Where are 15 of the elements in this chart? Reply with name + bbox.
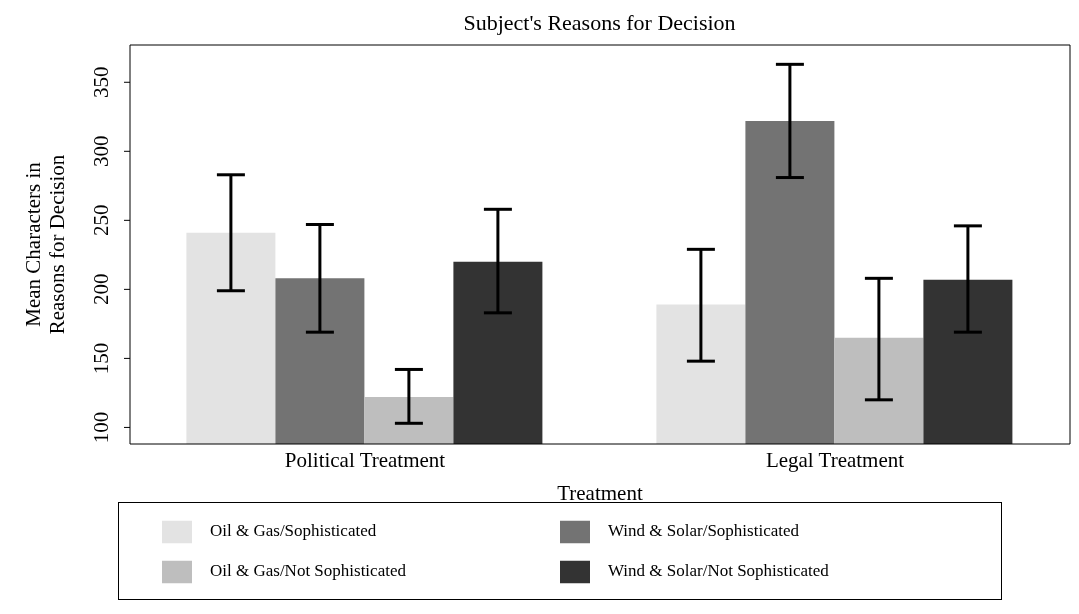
y-tick-label: 250 bbox=[89, 204, 113, 237]
legend-label: Oil & Gas/Sophisticated bbox=[209, 520, 378, 542]
y-tick-label: 350 bbox=[89, 66, 113, 99]
legend-label: Wind & Solar/Not Sophisticated bbox=[607, 560, 830, 582]
y-tick-label: 100 bbox=[89, 411, 113, 444]
y-tick-label: 300 bbox=[89, 135, 113, 168]
x-tick-label: Legal Treatment bbox=[765, 447, 905, 472]
legend-label: Oil & Gas/Not Sophisticated bbox=[209, 560, 407, 582]
y-axis-title: Mean Characters in Reasons for Decision bbox=[21, 154, 69, 335]
legend-label: Wind & Solar/Sophisticated bbox=[607, 520, 801, 542]
chart-title: Subject's Reasons for Decision bbox=[462, 9, 737, 37]
x-tick-label: Political Treatment bbox=[284, 447, 446, 472]
y-tick-label: 150 bbox=[89, 342, 113, 375]
x-axis-title: Treatment bbox=[557, 481, 643, 505]
y-tick-label: 200 bbox=[89, 273, 113, 306]
